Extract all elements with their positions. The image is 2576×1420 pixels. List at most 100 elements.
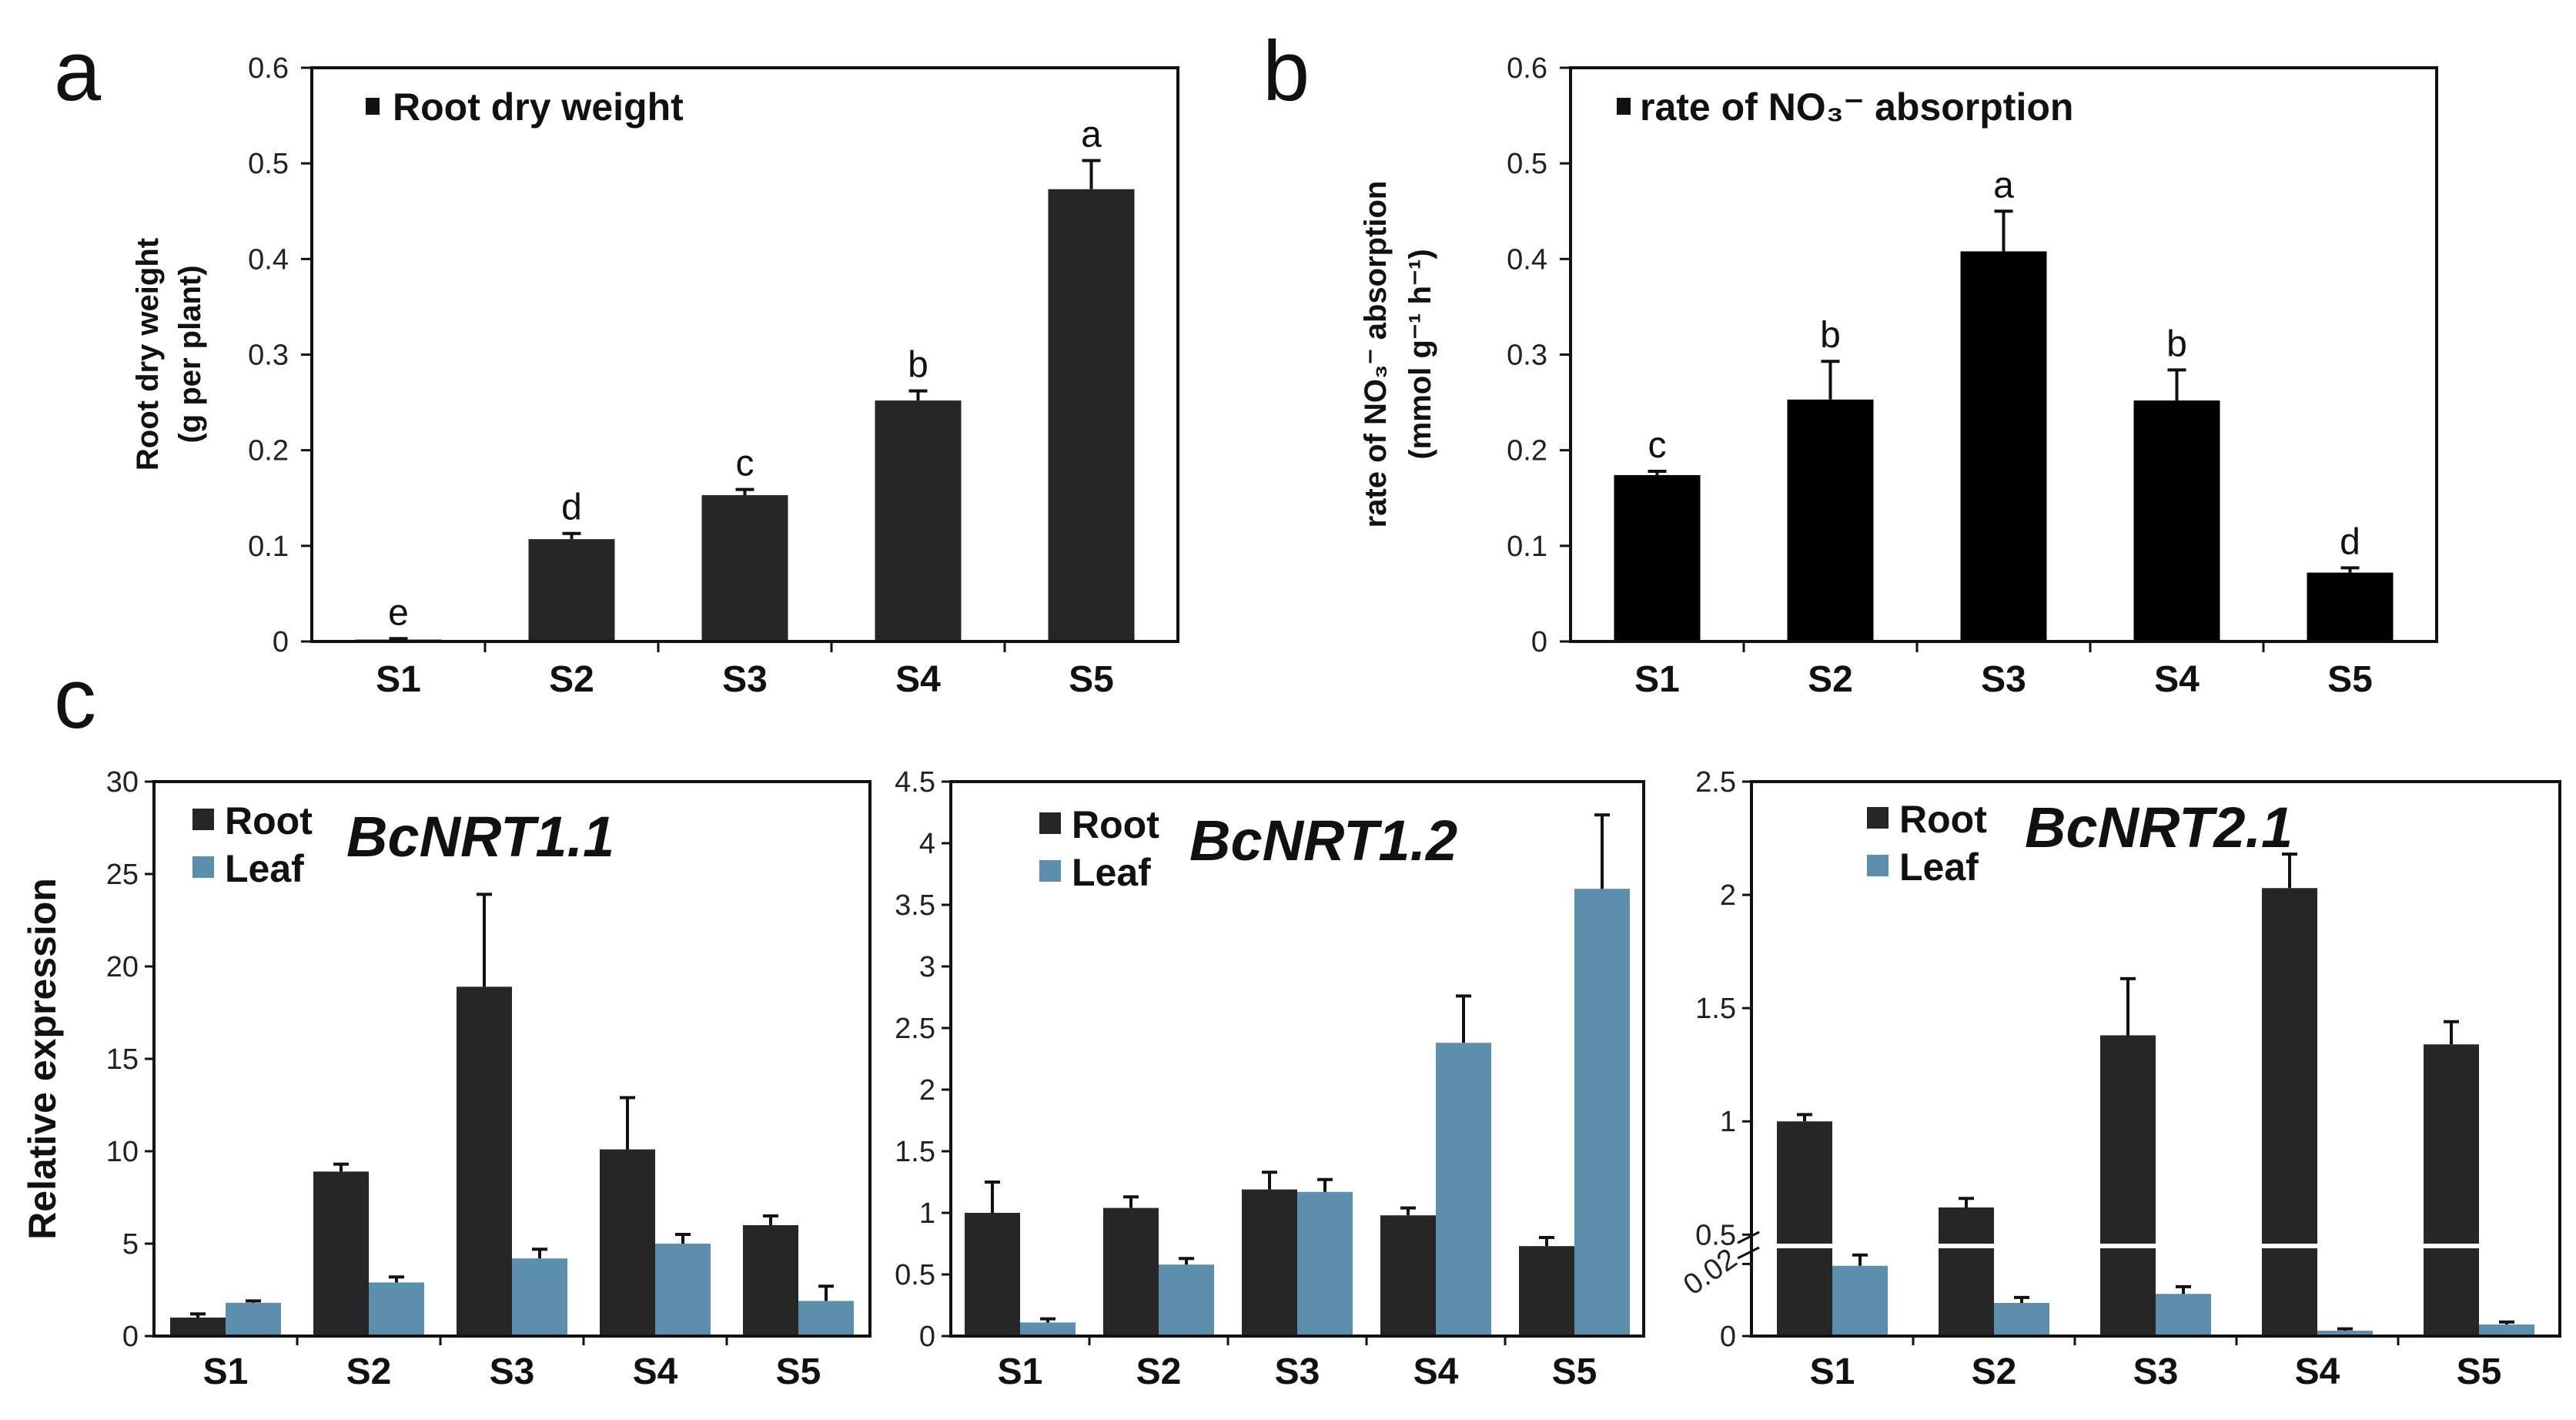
y-tick-label: 0.4 [1507,243,1547,276]
bar-leaf-S3 [512,1258,567,1336]
y-axis-label-b-1: rate of NO₃⁻ absorption [1359,181,1393,528]
y-tick-label: 10 [106,1136,139,1168]
y-tick-label: 0.1 [1507,531,1547,563]
legend-swatch-root-c2 [1039,812,1061,834]
y-tick-label: 0 [1531,626,1547,658]
x-tick-label-S2: S2 [1808,659,1853,700]
y-tick-label: 3 [919,951,935,983]
bar-leaf-S5 [1574,889,1630,1336]
x-tick-label-S5: S5 [2457,1351,2502,1392]
significance-label-S1: c [1648,425,1667,466]
x-tick-label-S1: S1 [203,1351,249,1392]
bar-root-S5 [2424,1044,2479,1336]
y-axis-break-mark [1737,1246,1760,1260]
bar-leaf-S4 [655,1244,711,1336]
bar-leaf-S2 [1994,1302,2049,1336]
y-axis-break-mark [1737,1231,1760,1244]
bar-leaf-S1 [226,1302,281,1336]
y-tick-label: 2.5 [895,1013,935,1045]
y-tick-label: 0.2 [248,435,289,467]
y-tick-label: 0.6 [1507,52,1547,85]
legend-label-b: rate of NO₃⁻ absorption [1640,85,2073,129]
bar-leaf-S2 [369,1282,424,1336]
bar-root-S4 [1380,1215,1436,1336]
y-tick-label: 0.3 [1507,340,1547,372]
y-tick-label: 5 [122,1228,139,1261]
gene-title-c2: BcNRT1.2 [1189,809,1457,872]
significance-label-S1: e [388,592,409,633]
y-tick-label: 0.2 [1507,435,1547,467]
chart-panel-c1: 0 5 10 15 20 25 30 S1 S2 S3 S4 S5 Root Leaf BcNRT1.… [106,766,871,1392]
y-tick-label: 15 [106,1043,139,1076]
y-tick-label: 2.5 [1695,766,1736,799]
bar-root-S2 [1939,1207,1994,1336]
bar-root-S3 [1242,1189,1297,1336]
x-tick-label-S3: S3 [490,1351,535,1392]
x-tick-label-S2: S2 [1972,1351,2017,1392]
bar-S3 [701,495,788,641]
legend-swatch-root-c3 [1867,807,1889,829]
bar-S5 [1048,189,1135,642]
bar-S4 [2133,400,2220,641]
significance-label-S2: b [1820,315,1841,356]
y-tick-label: 0 [919,1321,935,1353]
legend-label-leaf-c2: Leaf [1072,851,1151,894]
x-tick-label-S1: S1 [376,659,421,700]
x-tick-label-S3: S3 [1275,1351,1320,1392]
bar-root-S2 [1103,1207,1159,1336]
legend-swatch-root-c1 [192,809,214,830]
bar-leaf-S5 [2479,1325,2534,1336]
x-tick-label-S1: S1 [1810,1351,1855,1392]
bar-leaf-S3 [1297,1191,1353,1336]
bars-b: 0 0.1 0.2 0.3 0.4 0.5 0.6 c S1 b S2 a S3 b S4 d S5 [1507,52,2394,700]
x-tick-label-S4: S4 [1413,1351,1459,1392]
legend-swatch-b [1617,98,1631,115]
bar-S3 [1960,251,2047,641]
chart-panel-c3: 00.020.511.522.5S1 S2 S3 S4 S5 Root Leaf BcN… [1678,766,2561,1392]
bars-c3: 00.020.511.522.5S1 S2 S3 S4 S5 [1678,766,2534,1392]
y-tick-label: 0.3 [248,340,289,372]
significance-label-S2: d [561,487,582,528]
y-axis-label-a-2: (g per plant) [173,265,207,443]
bar-root-S4 [2262,888,2317,1336]
x-tick-label-S4: S4 [2295,1351,2340,1392]
x-tick-label-S5: S5 [2327,659,2373,700]
y-tick-label: 1.5 [1695,993,1736,1025]
bar-leaf-S1 [1020,1322,1076,1336]
plot-frame-c3 [1750,780,2561,1338]
y-tick-label: 0.5 [248,148,289,180]
y-tick-label: 1.5 [895,1136,935,1168]
x-tick-label-S3: S3 [2133,1351,2179,1392]
bar-root-S1 [965,1213,1020,1336]
y-tick-label: 0.5 [1695,1219,1736,1251]
plot-frame-b [1569,66,2438,643]
x-tick-label-S1: S1 [998,1351,1043,1392]
significance-label-S4: b [2166,323,2187,364]
y-tick-label: 0 [122,1321,139,1353]
y-tick-label: 0.5 [895,1259,935,1291]
x-tick-label-S1: S1 [1634,659,1680,700]
legend-label-root-c2: Root [1072,803,1159,846]
x-tick-label-S4: S4 [2154,659,2200,700]
y-tick-label: 0.5 [1507,148,1547,180]
legend-swatch-a [366,98,380,115]
significance-label-S4: b [908,345,928,386]
gene-title-c3: BcNRT2.1 [2025,795,2293,859]
x-tick-label-S3: S3 [1981,659,2026,700]
plot-frame-c2 [949,780,1645,1338]
bar-root-S5 [743,1225,798,1336]
bar-leaf-S4 [2317,1330,2373,1336]
panel-letter-b: b [1263,24,1310,119]
chart-panel-c2: 0 0.5 1 1.5 2 2.5 3 3.5 4 4.5 S1 S2 S3 S4 S5 Root Leaf… [895,766,1645,1392]
y-tick-label: 0 [1720,1321,1736,1353]
y-axis-label-c: Relative expression [21,878,64,1240]
bar-root-S5 [1519,1246,1574,1336]
y-tick-label: 0.4 [248,243,289,276]
bar-leaf-S4 [1436,1043,1491,1336]
bar-leaf-S5 [798,1301,854,1336]
bar-S5 [2307,572,2394,641]
bars-c2: 0 0.5 1 1.5 2 2.5 3 3.5 4 4.5 S1 S2 S3 S4 S5 [895,766,1630,1392]
gene-title-c1: BcNRT1.1 [346,805,614,869]
significance-label-S3: a [1993,165,2014,206]
